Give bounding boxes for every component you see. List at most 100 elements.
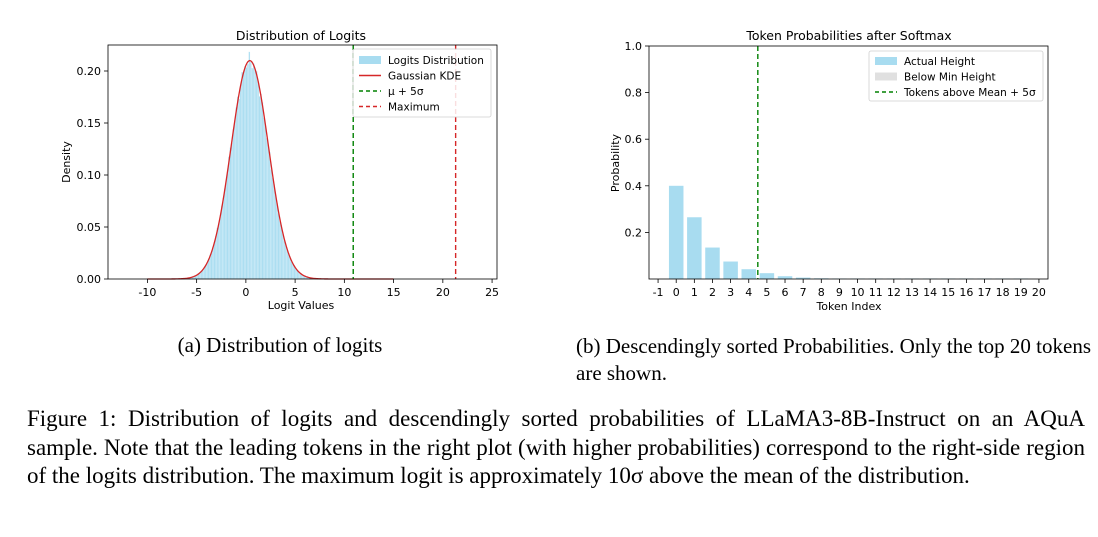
y-tick-label: 0.10 <box>77 169 102 182</box>
probability-bar <box>759 273 775 279</box>
histogram-bar <box>216 227 219 280</box>
y-tick-label: 0.20 <box>77 65 102 78</box>
x-tick-label: 16 <box>959 286 973 299</box>
x-tick-label: -10 <box>138 286 156 299</box>
probability-bar <box>705 247 720 279</box>
histogram-bar <box>253 63 255 280</box>
x-tick-label: 20 <box>436 286 450 299</box>
histogram-bar <box>289 257 291 280</box>
y-tick-label: 0.15 <box>77 117 102 130</box>
histogram-bar <box>239 85 242 280</box>
histogram-bar <box>247 64 249 280</box>
caption-a: (a) Distribution of logits <box>177 333 383 357</box>
chart-b-title: Token Probabilities after Softmax <box>745 28 951 43</box>
histogram-bar <box>260 93 262 280</box>
x-tick-label: 18 <box>996 286 1010 299</box>
x-tick-label: 10 <box>851 286 865 299</box>
probability-bar <box>777 276 793 279</box>
histogram-bar <box>250 62 252 280</box>
histogram-bar <box>258 96 261 280</box>
histogram-bar <box>223 188 226 280</box>
legend-label: μ + 5σ <box>388 86 424 98</box>
histogram-bar <box>231 143 233 280</box>
histogram-bar <box>279 221 281 280</box>
chart-b-x-axis-label: Token Index <box>815 300 882 313</box>
x-tick-label: 19 <box>1014 286 1028 299</box>
y-tick-label: 0.2 <box>625 226 643 239</box>
x-tick-label: 10 <box>337 286 351 299</box>
histogram-bar <box>218 223 220 280</box>
legend-label: Logits Distribution <box>388 55 484 67</box>
histogram-bar <box>225 180 227 280</box>
x-tick-label: 2 <box>709 286 716 299</box>
chart-b-legend: Actual Height Below Min Height Tokens abov… <box>868 50 1044 102</box>
chart-a-y-axis-label: Density <box>60 141 73 183</box>
x-tick-label: 0 <box>242 286 249 299</box>
y-tick-label: 0.8 <box>625 87 643 100</box>
probability-bar <box>668 185 684 279</box>
chart-b-plot-area: -1 0 1 2 3 4 5 6 7 8 9 10 11 12 13 14 15 16 17 18 19 200.20.4… <box>625 40 1049 299</box>
histogram-bar <box>212 246 214 280</box>
x-tick-label: 8 <box>818 286 825 299</box>
histogram-bar <box>271 177 274 280</box>
histogram-bar <box>274 195 277 280</box>
chart-b-legend-box <box>868 50 1044 102</box>
x-tick-label: 25 <box>485 286 499 299</box>
legend-label: Tokens above Mean + 5σ <box>903 87 1036 99</box>
caption-b: (b) Descendingly sorted Probabilities. O… <box>576 334 1092 385</box>
legend-label: Below Min Height <box>904 71 996 83</box>
histogram-bar <box>238 98 240 280</box>
histogram-bar <box>276 202 278 280</box>
x-tick-label: 7 <box>800 286 807 299</box>
x-tick-label: 1 <box>691 286 698 299</box>
histogram-bar <box>207 259 210 280</box>
y-tick-label: 1.0 <box>625 40 643 53</box>
x-tick-label: 3 <box>727 286 734 299</box>
histogram-bar <box>254 70 256 280</box>
histogram-bar <box>245 67 248 280</box>
histogram-bar <box>283 240 285 280</box>
x-tick-label: 9 <box>836 286 843 299</box>
chart-a: Distribution of Logits Logit Values Dens… <box>60 28 499 312</box>
x-tick-label: 6 <box>782 286 789 299</box>
histogram-bar <box>210 251 213 280</box>
histogram-bar <box>269 152 271 280</box>
histogram-bar <box>222 198 224 280</box>
chart-a-plot-area: -10 -5 0 5 10 15 20 25 0.00 0.05 0.10 0.15 0.20 <box>77 44 499 299</box>
x-tick-label: 15 <box>387 286 401 299</box>
histogram-bar <box>242 72 245 280</box>
legend-label: Gaussian KDE <box>388 70 461 82</box>
histogram-bar <box>213 242 216 280</box>
legend-swatch <box>875 72 897 81</box>
y-tick-label: 0.05 <box>77 221 102 234</box>
histogram-bar <box>235 107 237 280</box>
histogram-bar <box>248 51 251 280</box>
chart-b: Token Probabilities after Softmax Token … <box>609 28 1049 313</box>
histogram-bar <box>244 66 246 280</box>
histogram-bar <box>267 144 269 280</box>
histogram-bar <box>280 225 283 280</box>
x-tick-label: 12 <box>887 286 901 299</box>
x-tick-label: 13 <box>905 286 919 299</box>
y-tick-label: 0.00 <box>77 273 102 286</box>
x-tick-label: 17 <box>978 286 992 299</box>
histogram-bar <box>228 156 230 280</box>
histogram-bar <box>270 169 272 280</box>
histogram-bar <box>285 244 287 280</box>
chart-a-legend-box <box>352 48 492 118</box>
histogram-bar <box>296 270 299 280</box>
probability-bar <box>687 217 702 279</box>
chart-a-legend: Logits Distribution Gaussian KDE μ + 5σ Max… <box>352 48 492 118</box>
chart-a-title: Distribution of Logits <box>236 28 366 43</box>
histogram-bar <box>237 96 239 280</box>
histogram-bar <box>215 236 217 280</box>
legend-label: Actual Height <box>904 56 975 68</box>
histogram-bar <box>277 213 280 280</box>
histogram-bar <box>255 71 258 280</box>
histogram-bar <box>293 266 296 280</box>
histogram-bar <box>298 272 300 280</box>
histogram-bar <box>286 250 288 280</box>
x-tick-label: 0 <box>673 286 680 299</box>
histogram-bar <box>257 81 259 280</box>
